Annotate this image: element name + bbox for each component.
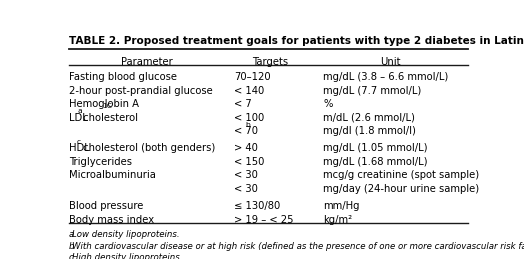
Text: b: b <box>69 242 74 251</box>
Text: 70–120: 70–120 <box>234 72 271 82</box>
Text: c: c <box>69 254 73 259</box>
Text: cholesterol: cholesterol <box>80 113 137 123</box>
Text: Body mass index: Body mass index <box>69 215 154 225</box>
Text: kg/m²: kg/m² <box>323 215 353 225</box>
Text: 1C: 1C <box>102 103 112 109</box>
Text: Parameter: Parameter <box>121 57 172 67</box>
Text: mg/dL (3.8 – 6.6 mmol/L): mg/dL (3.8 – 6.6 mmol/L) <box>323 72 449 82</box>
Text: %: % <box>323 99 333 109</box>
Text: Low density lipoproteins.: Low density lipoproteins. <box>72 230 179 239</box>
Text: > 40: > 40 <box>234 143 258 153</box>
Text: With cardiovascular disease or at high risk (defined as the presence of one or m: With cardiovascular disease or at high r… <box>72 242 524 251</box>
Text: c: c <box>77 139 81 145</box>
Text: Fasting blood glucose: Fasting blood glucose <box>69 72 177 82</box>
Text: m/dL (2.6 mmol/L): m/dL (2.6 mmol/L) <box>323 113 415 123</box>
Text: Targets: Targets <box>253 57 289 67</box>
Text: 2-hour post-prandial glucose: 2-hour post-prandial glucose <box>69 85 213 96</box>
Text: < 7: < 7 <box>234 99 252 109</box>
Text: Microalbuminuria: Microalbuminuria <box>69 170 156 181</box>
Text: HDL: HDL <box>69 143 90 153</box>
Text: < 30: < 30 <box>234 184 258 194</box>
Text: < 70: < 70 <box>234 126 258 136</box>
Text: LDL: LDL <box>69 113 88 123</box>
Text: mg/dL (1.05 mmol/L): mg/dL (1.05 mmol/L) <box>323 143 428 153</box>
Text: mg/dl (1.8 mmol/l): mg/dl (1.8 mmol/l) <box>323 126 416 136</box>
Text: mg/day (24-hour urine sample): mg/day (24-hour urine sample) <box>323 184 479 194</box>
Text: < 30: < 30 <box>234 170 258 181</box>
Text: mg/dL (7.7 mmol/L): mg/dL (7.7 mmol/L) <box>323 85 422 96</box>
Text: mg/dL (1.68 mmol/L): mg/dL (1.68 mmol/L) <box>323 157 428 167</box>
Text: < 100: < 100 <box>234 113 264 123</box>
Text: < 140: < 140 <box>234 85 264 96</box>
Text: Triglycerides: Triglycerides <box>69 157 132 167</box>
Text: Unit: Unit <box>380 57 401 67</box>
Text: a: a <box>77 108 82 114</box>
Text: mm/Hg: mm/Hg <box>323 201 360 211</box>
Text: High density lipoproteins.: High density lipoproteins. <box>72 254 182 259</box>
Text: > 19 – < 25: > 19 – < 25 <box>234 215 293 225</box>
Text: a: a <box>69 230 74 239</box>
Text: ≤ 130/80: ≤ 130/80 <box>234 201 280 211</box>
Text: < 150: < 150 <box>234 157 265 167</box>
Text: Hemoglobin A: Hemoglobin A <box>69 99 139 109</box>
Text: Blood pressure: Blood pressure <box>69 201 143 211</box>
Text: b: b <box>245 122 250 128</box>
Text: TABLE 2. Proposed treatment goals for patients with type 2 diabetes in Latin Ame: TABLE 2. Proposed treatment goals for pa… <box>69 36 524 46</box>
Text: mcg/g creatinine (spot sample): mcg/g creatinine (spot sample) <box>323 170 479 181</box>
Text: cholesterol (both genders): cholesterol (both genders) <box>80 143 215 153</box>
